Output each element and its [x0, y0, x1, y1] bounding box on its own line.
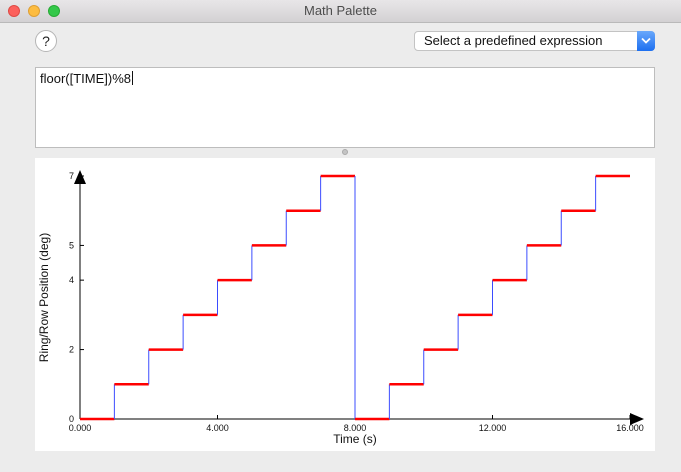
x-tick-label: 0.000: [69, 423, 92, 433]
y-tick-label: 2: [69, 345, 74, 355]
x-tick-label: 4.000: [206, 423, 229, 433]
close-window-button[interactable]: [8, 5, 20, 17]
chart: 0.000 4.000 8.000 12.000 16.000 0 2 4 5 7 Time (s)…: [37, 170, 644, 446]
help-button[interactable]: ?: [35, 30, 57, 52]
expression-editor[interactable]: floor([TIME])%8: [35, 67, 655, 148]
y-axis-arrow-icon: [74, 170, 86, 184]
x-tick-label: 16.000: [616, 423, 644, 433]
expression-text-wrap: floor([TIME])%8: [40, 71, 134, 87]
x-axis-arrow-icon: [630, 413, 644, 425]
text-caret: [132, 71, 134, 85]
x-tick-label: 8.000: [344, 423, 367, 433]
predefined-expression-select-label: Select a predefined expression: [424, 33, 603, 48]
y-tick-label: 5: [69, 240, 74, 250]
chevron-down-icon[interactable]: [637, 31, 655, 51]
minimize-window-button[interactable]: [28, 5, 40, 17]
y-axis-label: Ring/Row Position (deg): [37, 233, 51, 362]
x-axis-label: Time (s): [333, 432, 377, 446]
window-title: Math Palette: [304, 3, 377, 18]
plot-panel: 0.000 4.000 8.000 12.000 16.000 0 2 4 5 7 Time (s)…: [35, 158, 655, 451]
zoom-window-button[interactable]: [48, 5, 60, 17]
splitter-handle[interactable]: [342, 149, 348, 155]
x-tick-label: 12.000: [479, 423, 507, 433]
predefined-expression-select[interactable]: Select a predefined expression: [414, 31, 655, 51]
expression-text: floor([TIME])%8: [40, 71, 132, 86]
title-bar[interactable]: Math Palette: [0, 0, 681, 23]
y-tick-label: 7: [69, 171, 74, 181]
y-tick-label: 4: [69, 275, 74, 285]
y-tick-label: 0: [69, 414, 74, 424]
